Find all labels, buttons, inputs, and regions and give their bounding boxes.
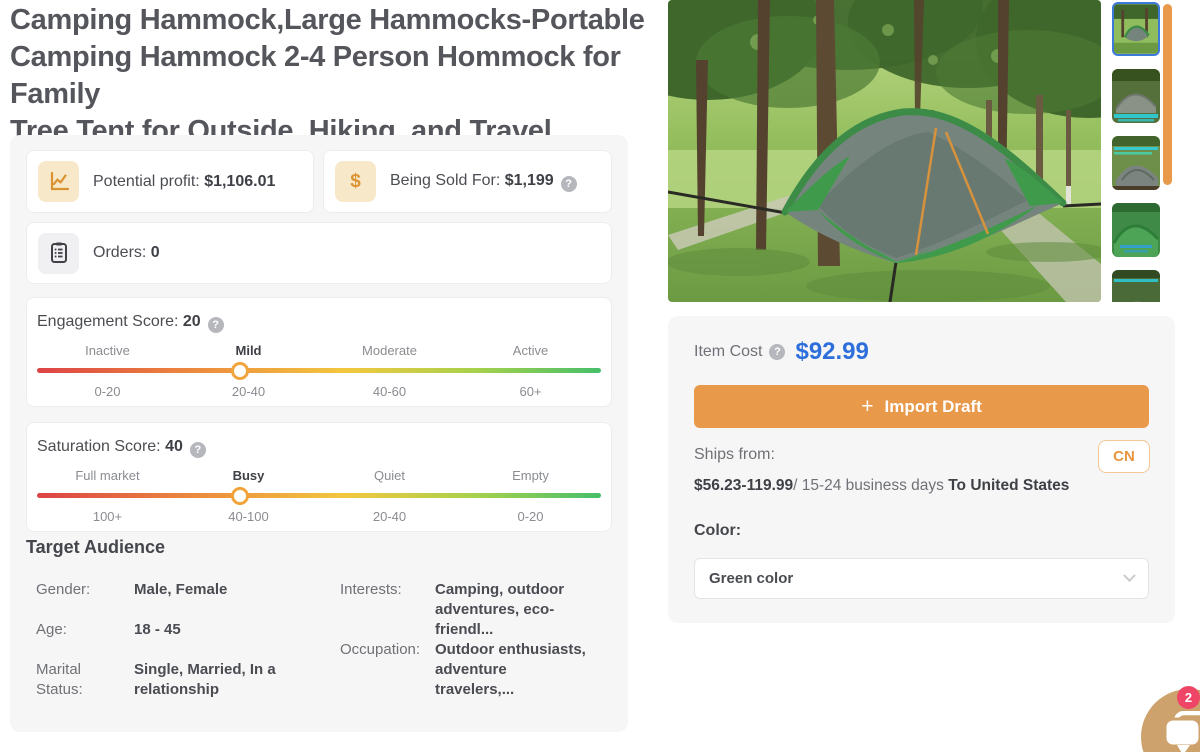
- saturation-level-empty: Empty: [512, 468, 549, 483]
- purchase-panel: Item Cost ? $92.99 + Import Draft Ships …: [668, 316, 1175, 623]
- orders-label: Orders:: [93, 244, 147, 261]
- chat-bubble-icon: [1163, 711, 1200, 752]
- item-cost-help-icon[interactable]: ?: [769, 344, 786, 360]
- engagement-score-value: 20: [182, 313, 201, 330]
- occupation-value: Outdoor enthusiasts, adventure travelers…: [435, 641, 586, 698]
- saturation-score-label: Saturation Score:: [37, 438, 161, 455]
- thumbnail-1-selected[interactable]: [1112, 2, 1160, 56]
- target-audience-heading: Target Audience: [26, 537, 166, 557]
- thumbnail-3[interactable]: [1112, 136, 1160, 190]
- engagement-track: [37, 361, 601, 380]
- import-draft-label: Import Draft: [884, 396, 982, 416]
- being-sold-value: $1,199: [504, 171, 554, 189]
- saturation-level-busy: Busy: [232, 468, 265, 483]
- thumbnail-4[interactable]: [1112, 203, 1160, 257]
- shipping-time: / 15-24 business days: [793, 477, 944, 494]
- engagement-level-mild: Mild: [235, 343, 262, 358]
- chat-unread-badge: 2: [1177, 686, 1200, 709]
- product-title-line-2: Camping Hammock 2-4 Person Hommock for F…: [10, 41, 621, 110]
- thumbnail-strip: [1112, 0, 1162, 302]
- color-label: Color:: [694, 522, 742, 539]
- shipping-price: $56.23-119.99: [694, 477, 794, 494]
- thumbnail-5[interactable]: [1112, 270, 1160, 302]
- orders-value: 0: [150, 244, 160, 261]
- ships-from-label: Ships from:: [694, 446, 775, 463]
- item-cost-value: $92.99: [795, 338, 869, 365]
- shipping-destination: To United States: [948, 477, 1070, 494]
- engagement-level-active: Active: [512, 343, 549, 358]
- engagement-slider: Inactive Mild Moderate Active 0-20 20-40…: [37, 343, 601, 399]
- audience-marital-field: Marital Status: Single, Married, In a re…: [36, 660, 324, 700]
- saturation-range-3: 20-40: [372, 509, 407, 524]
- origin-country-button[interactable]: CN: [1098, 440, 1150, 473]
- orders-card: Orders: 0: [26, 222, 612, 284]
- saturation-score-card: Saturation Score: 40? Full market Busy Q…: [26, 422, 612, 532]
- engagement-help-icon[interactable]: ?: [207, 317, 224, 333]
- engagement-range-3: 40-60: [372, 384, 407, 399]
- engagement-level-inactive: Inactive: [85, 343, 130, 358]
- audience-age-field: Age: 18 - 45: [36, 620, 324, 640]
- age-value: 18 - 45: [134, 621, 181, 638]
- product-main-image[interactable]: [668, 0, 1101, 302]
- occupation-label: Occupation:: [340, 641, 421, 658]
- orders-clipboard-icon: [38, 232, 79, 274]
- chevron-down-icon: [1123, 569, 1136, 583]
- item-cost-label: Item Cost: [694, 343, 763, 360]
- audience-occupation-field: Occupation: Outdoor enthusiasts, adventu…: [340, 640, 587, 700]
- import-draft-button[interactable]: + Import Draft: [694, 385, 1149, 428]
- saturation-knob: [231, 486, 250, 505]
- plus-icon: +: [861, 395, 874, 418]
- being-sold-help-icon[interactable]: ?: [560, 175, 577, 192]
- saturation-level-quiet: Quiet: [373, 468, 406, 483]
- marital-status-value: Single, Married, In a relationship: [134, 661, 276, 698]
- saturation-range-1: 100+: [92, 509, 123, 524]
- saturation-score-value: 40: [165, 438, 183, 455]
- product-title: Camping Hammock,Large Hammocks-Portable …: [10, 2, 655, 150]
- potential-profit-value: $1,106.01: [204, 172, 276, 190]
- potential-profit-label: Potential profit:: [93, 172, 200, 190]
- engagement-score-card: Engagement Score: 20? Inactive Mild Mode…: [26, 297, 612, 407]
- interests-value: Camping, outdoor adventures, eco-friendl…: [435, 581, 565, 638]
- dollar-icon: $: [335, 161, 376, 202]
- being-sold-label: Being Sold For:: [390, 171, 501, 189]
- shipping-info: $56.23-119.99/ 15-24 business days To Un…: [694, 477, 1069, 495]
- saturation-track: [37, 486, 601, 505]
- gender-value: Male, Female: [134, 581, 228, 598]
- chart-icon: [38, 161, 79, 202]
- engagement-range-4: 60+: [519, 384, 542, 399]
- engagement-range-2: 20-40: [231, 384, 266, 399]
- thumbnail-2[interactable]: [1112, 69, 1160, 123]
- saturation-slider: Full market Busy Quiet Empty 100+ 40-100…: [37, 468, 601, 524]
- being-sold-card: $ Being Sold For: $1,199?: [323, 150, 612, 213]
- potential-profit-card: Potential profit: $1,106.01: [26, 150, 314, 213]
- saturation-level-full: Full market: [75, 468, 140, 483]
- audience-interests-field: Interests: Camping, outdoor adventures, …: [340, 580, 587, 640]
- color-selected-value: Green color: [709, 570, 794, 587]
- saturation-range-2: 40-100: [228, 509, 269, 524]
- engagement-level-moderate: Moderate: [362, 343, 417, 358]
- audience-gender-field: Gender: Male, Female: [36, 580, 324, 600]
- interests-label: Interests:: [340, 581, 402, 598]
- stats-panel: Potential profit: $1,106.01 $ Being Sold…: [10, 135, 628, 732]
- saturation-range-4: 0-20: [517, 509, 544, 524]
- product-title-line-1: Camping Hammock,Large Hammocks-Portable: [10, 4, 645, 36]
- gender-label: Gender:: [36, 581, 91, 598]
- color-dropdown[interactable]: Green color: [694, 558, 1149, 599]
- thumbnail-scrollbar[interactable]: [1163, 4, 1172, 185]
- saturation-help-icon[interactable]: ?: [189, 442, 206, 458]
- engagement-score-label: Engagement Score:: [37, 313, 179, 330]
- marital-status-label: Marital Status:: [36, 661, 83, 698]
- engagement-range-1: 0-20: [94, 384, 121, 399]
- engagement-knob: [231, 361, 250, 380]
- age-label: Age:: [36, 621, 67, 638]
